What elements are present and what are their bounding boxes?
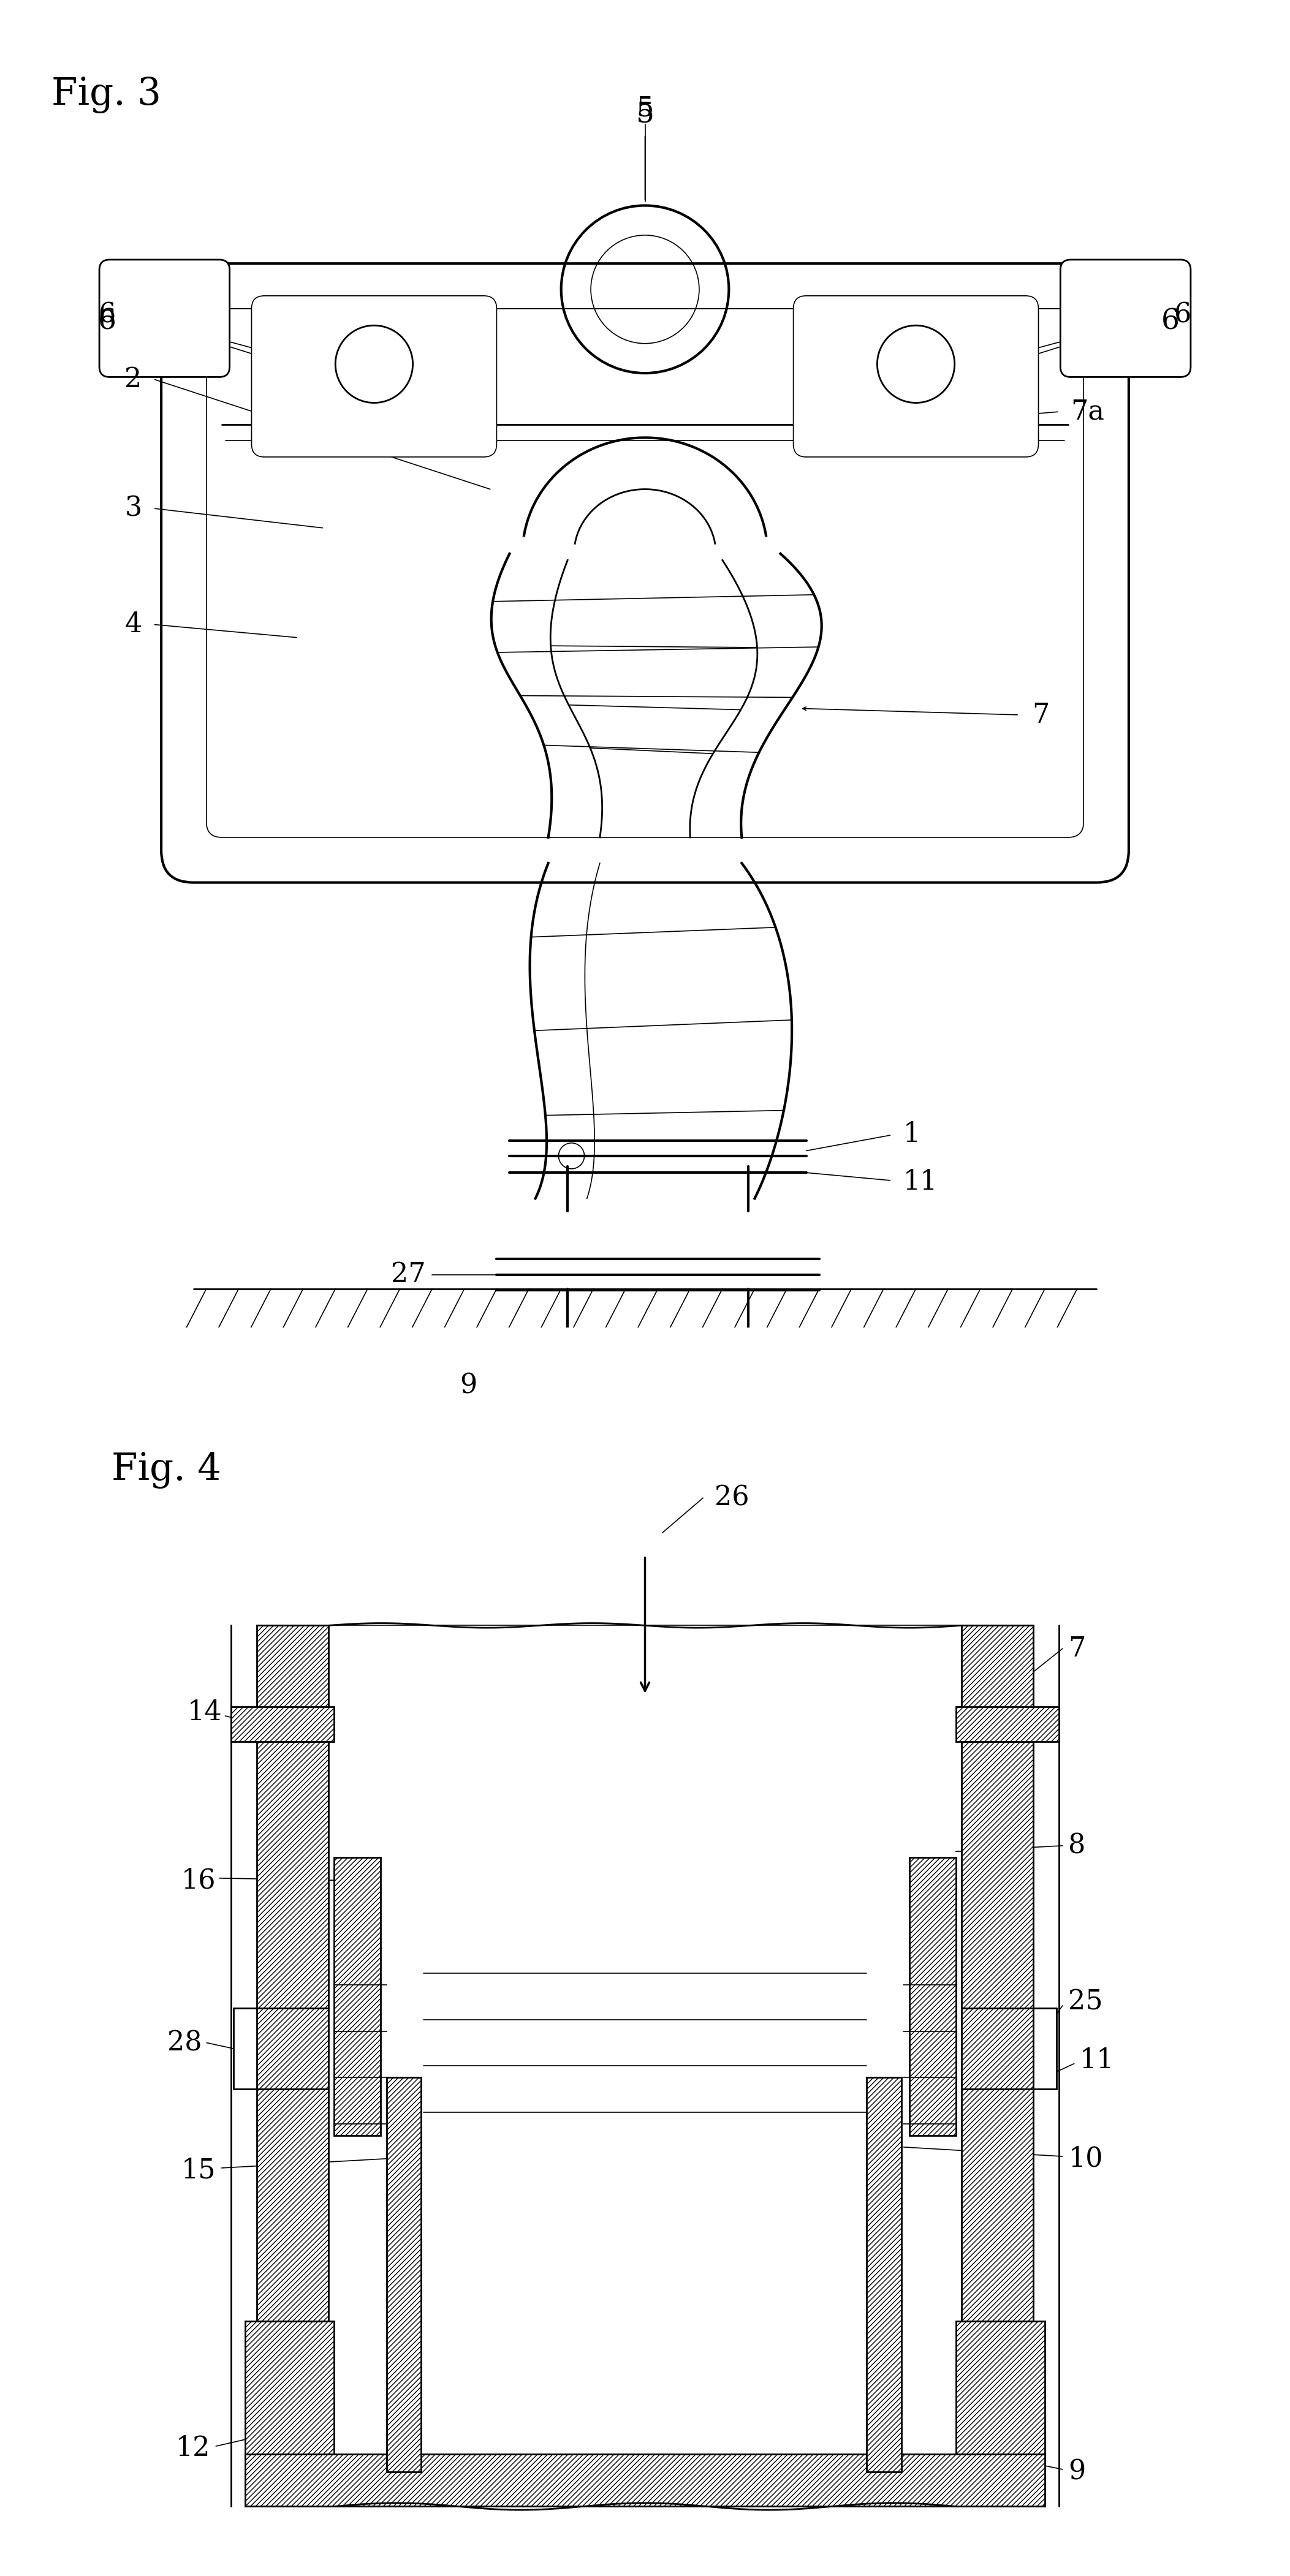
Bar [245,2455,1045,2506]
Bar [956,2321,1045,2460]
Text: 6: 6 [98,307,116,335]
Text: 6: 6 [99,301,116,327]
Text: 7: 7 [1068,1636,1086,1662]
Text: 5: 5 [636,100,654,129]
Bar [334,1857,381,2136]
Text: 14: 14 [187,1700,222,1726]
Text: 5: 5 [636,95,654,121]
Bar [956,1705,1059,1741]
Bar [257,1741,329,2321]
Text: 25: 25 [1068,1989,1103,2014]
Text: 3: 3 [125,495,142,523]
Text: 12: 12 [175,2434,210,2463]
Text: 16: 16 [182,1868,215,1893]
Bar [257,1625,329,1741]
Bar [961,1625,1033,1741]
Bar [231,1705,334,1741]
Text: 15: 15 [182,2156,215,2184]
Text: 6: 6 [1174,301,1191,327]
Text: 4: 4 [125,611,142,639]
Text: 7a: 7a [1071,399,1104,425]
Text: 9: 9 [1068,2458,1086,2486]
FancyBboxPatch shape [161,263,1129,884]
Text: 10: 10 [1068,2146,1103,2172]
Text: 26: 26 [715,1484,749,1512]
FancyBboxPatch shape [793,296,1038,456]
Text: 11: 11 [1080,2048,1115,2074]
Text: 7: 7 [1032,701,1049,729]
Bar [909,1857,956,2136]
Text: 6: 6 [1161,307,1179,335]
Text: 1: 1 [903,1121,920,1146]
Bar [867,2076,902,2473]
FancyBboxPatch shape [99,260,230,376]
Text: 2: 2 [125,366,142,392]
Text: 8: 8 [1068,1832,1086,1860]
FancyBboxPatch shape [252,296,497,456]
Bar [387,2076,422,2473]
Text: 11: 11 [903,1170,938,1195]
Bar [961,1741,1033,2321]
Text: Fig. 3: Fig. 3 [52,77,161,113]
Text: 28: 28 [168,2030,203,2056]
Text: 27: 27 [391,1262,426,1288]
Text: 9: 9 [461,1373,477,1399]
Bar [245,2321,334,2460]
Text: Fig. 4: Fig. 4 [111,1453,222,1489]
FancyBboxPatch shape [1060,260,1191,376]
